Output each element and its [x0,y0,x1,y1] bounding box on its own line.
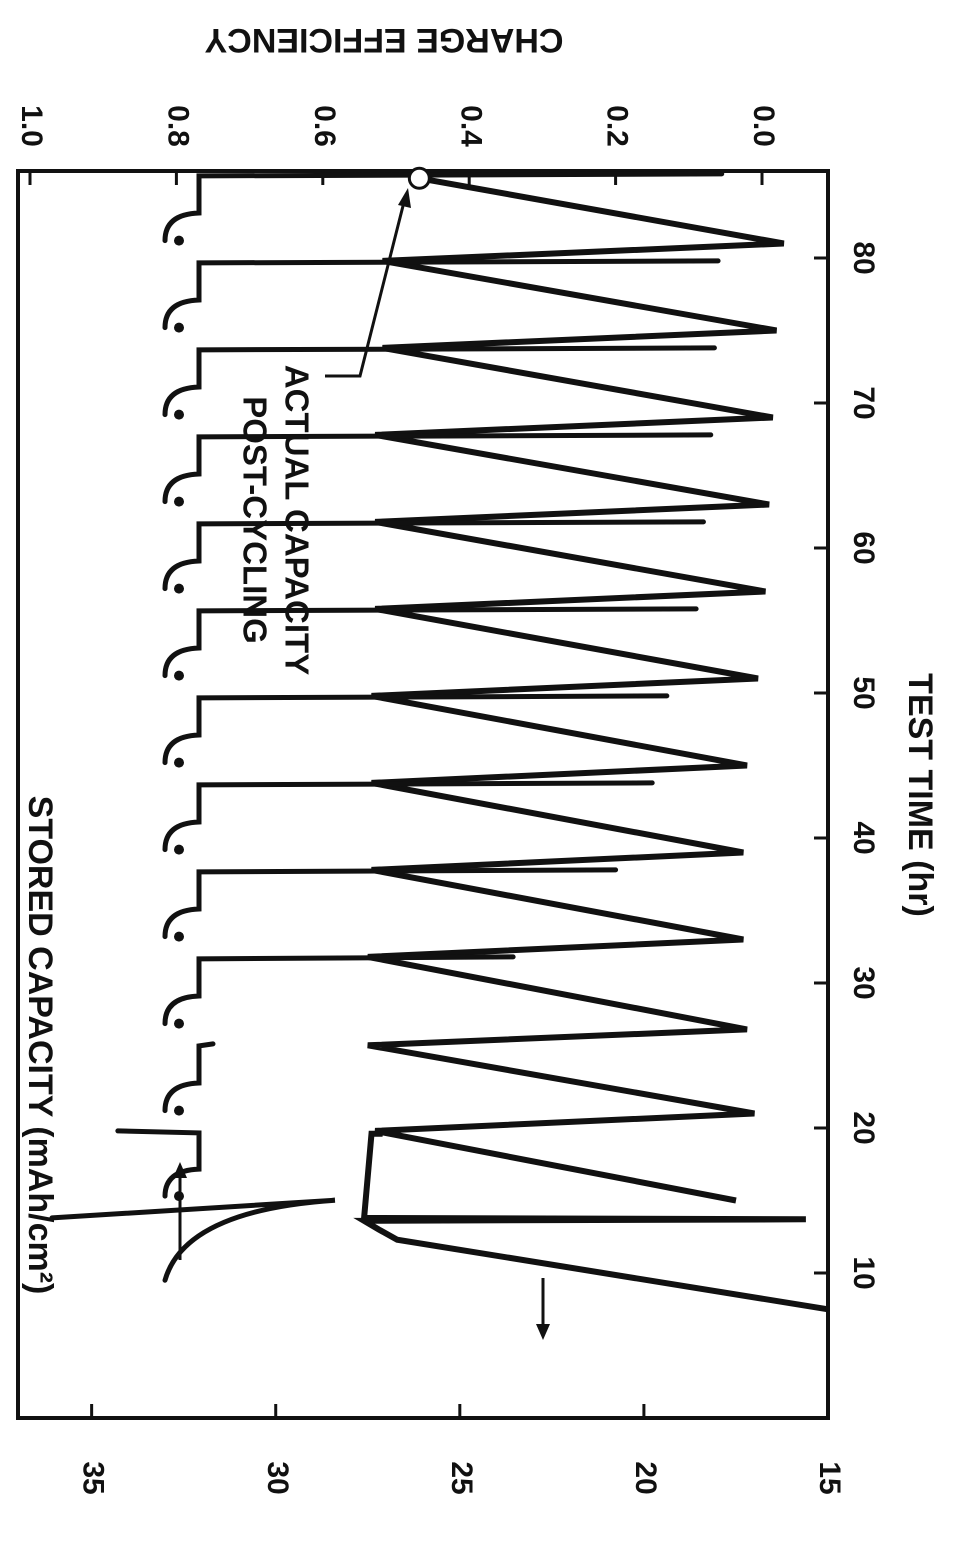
efficiency-cycle [162,432,714,505]
y2-tick-label: 0.4 [454,105,487,147]
y2-tick-label: 0.8 [161,105,194,147]
efficiency-cycle-dot [174,931,184,942]
efficiency-cycle-dot [174,409,184,420]
y2-tick-label: 0.0 [747,105,780,147]
plot-area: 10 20 30 40 50 60 70 80 TEST TIME (hr) 15 20 25 30 35… [15,21,939,1495]
efficiency-cycle [162,867,619,940]
efficiency-cycle [162,606,699,679]
efficiency-cycle [162,954,516,1027]
annotation-leader [325,197,407,378]
y-tick-label: 15 [813,1461,846,1494]
y-tick-label: 30 [261,1461,294,1494]
efficiency-cycle-dot [174,757,184,768]
y2-tick-label: 0.2 [601,105,634,147]
efficiency-cycle-dot [174,583,184,594]
x-tick-label: 30 [847,966,880,999]
efficiency-cycle-dot [174,322,184,333]
x-tick-label: 40 [847,821,880,854]
annotation-line1: POST-CYCLING [236,396,273,644]
annotation-line2: ACTUAL CAPACITY [278,365,315,675]
x-tick-label: 60 [847,531,880,564]
efficiency-cycle [162,171,725,244]
y2-tick-label: 1.0 [15,105,48,147]
annotation-arrowhead [398,188,411,208]
efficiency-cycle [162,258,721,331]
efficiency-cycle [162,693,670,766]
x-tick-label: 10 [847,1256,880,1289]
efficiency-cycle-dot [174,496,184,507]
x-tick-label: 70 [847,386,880,419]
y2-tick-label: 0.6 [308,105,341,147]
x-tick-label: 80 [847,241,880,274]
efficiency-cycle [162,345,717,418]
post-cycling-marker [407,166,431,190]
y-tick-label: 25 [445,1461,478,1494]
efficiency-cycle [162,1041,216,1114]
efficiency-cycle-dot [174,1018,184,1029]
efficiency-cycle-dot [174,844,184,855]
efficiency-cycle [115,1128,202,1199]
y-axis-label: STORED CAPACITY (mAh/cm²) [21,796,59,1295]
x-axis-label: TEST TIME (hr) [901,673,939,917]
x-tick-label: 20 [847,1111,880,1144]
y-tick-label: 20 [629,1461,662,1494]
efficiency-cycle-dot [174,235,184,246]
efficiency-axis-arrowhead [173,1162,187,1178]
x-tick-label: 50 [847,676,880,709]
efficiency-cycle [162,780,655,853]
efficiency-cycle [49,1197,336,1283]
y-tick-label: 35 [77,1461,110,1494]
efficiency-cycle [162,519,706,592]
efficiency-cycle-dot [174,670,184,681]
efficiency-cycle-dot [174,1105,184,1116]
capacity-axis-arrowhead [536,1324,550,1340]
y2-axis-label: CHARGE EFFICIENCY [204,21,563,59]
